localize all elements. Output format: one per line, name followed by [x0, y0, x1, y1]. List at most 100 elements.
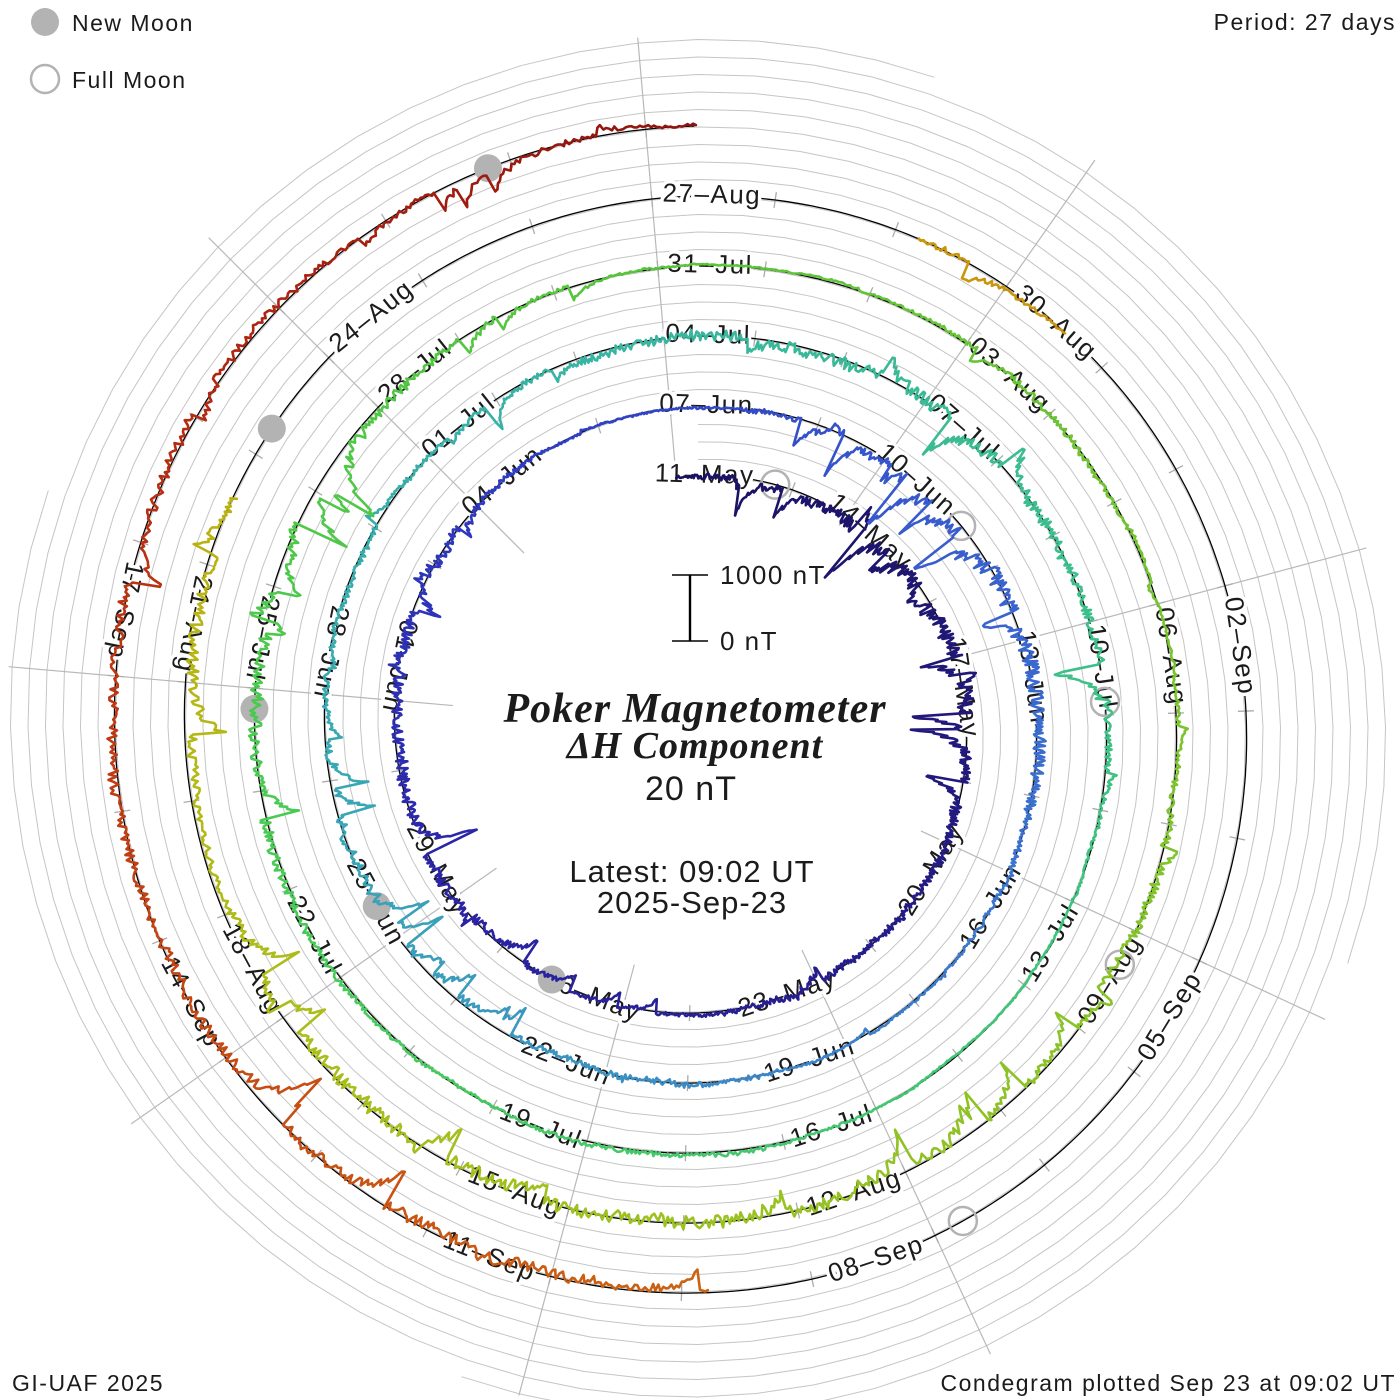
trace-segment — [224, 1052, 260, 1083]
trace-segment — [1030, 751, 1046, 775]
trace-segment — [768, 268, 801, 275]
trace-segment — [201, 560, 217, 596]
trace-segment — [249, 597, 283, 632]
trace-segment — [1004, 624, 1029, 644]
trace-segment — [939, 839, 953, 861]
trace-segment — [928, 856, 946, 876]
trace-segment — [106, 702, 119, 743]
trace-segment — [455, 174, 499, 209]
trace-segment — [356, 868, 374, 892]
trace-segment — [333, 477, 375, 518]
trace-segment — [708, 263, 741, 268]
trace-segment — [331, 608, 344, 634]
trace-segment — [417, 187, 459, 212]
trace-segment — [988, 362, 1017, 384]
trace-segment — [425, 440, 445, 462]
trace-segment — [932, 1126, 961, 1154]
trace-segment — [898, 499, 942, 535]
trace-segment — [173, 413, 208, 446]
trace-segment — [1037, 517, 1059, 544]
trace-segment — [401, 796, 417, 819]
trace-segment — [982, 899, 997, 922]
magnetometer-trace — [106, 122, 1189, 1293]
trace-segment — [833, 508, 851, 528]
spoke-line — [130, 867, 497, 1125]
trace-segment — [843, 505, 873, 533]
trace-segment — [351, 220, 388, 247]
trace-segment — [616, 339, 645, 353]
trace-segment — [187, 623, 201, 661]
trace-segment — [249, 682, 265, 715]
trace-segment — [561, 1270, 600, 1285]
trace-segment — [892, 1084, 919, 1101]
trace-segment — [581, 1062, 607, 1076]
grid-spiral — [62, 73, 1369, 1400]
date-label: 19–Jun — [760, 1030, 859, 1088]
trace-segment — [443, 1076, 470, 1095]
trace-segment — [708, 1150, 739, 1158]
trace-segment — [900, 901, 914, 921]
trace-segment — [288, 521, 348, 549]
trace-segment — [442, 973, 477, 1000]
trace-segment — [943, 955, 960, 978]
full-moon-legend-icon — [29, 63, 61, 95]
trace-segment — [1076, 1002, 1101, 1030]
trace-segment — [799, 428, 826, 440]
trace-segment — [691, 472, 711, 481]
trace-segment — [1096, 798, 1107, 827]
trace-segment — [1046, 924, 1063, 951]
center-title-block: Poker Magnetometer ΔH Component 20 nT La… — [502, 686, 885, 920]
trace-segment — [525, 966, 547, 978]
trace-segment — [324, 752, 350, 777]
trace-segment — [1055, 423, 1080, 450]
trace-segment — [1087, 824, 1101, 852]
trace-segment — [525, 1261, 565, 1281]
trace-segment — [959, 752, 972, 774]
trace-segment — [939, 734, 971, 756]
trace-segment — [470, 1165, 507, 1188]
trace-segment — [755, 1189, 790, 1221]
trace-segment — [816, 1121, 845, 1134]
date-label: 01–Jul — [415, 387, 501, 464]
trace-segment — [674, 474, 694, 480]
amplitude-scale-bar: 1000 nT 0 nT — [672, 560, 824, 656]
trace-segment — [919, 602, 943, 621]
trace-segment — [673, 1079, 699, 1089]
trace-segment — [385, 377, 411, 402]
trace-segment — [1015, 472, 1031, 500]
trace-segment — [151, 924, 174, 962]
trace-segment — [1030, 948, 1050, 973]
trace-segment — [285, 542, 298, 575]
trace-segment — [725, 1005, 747, 1015]
trace-segment — [321, 703, 334, 731]
trace-segment — [394, 757, 409, 781]
spoke-line — [920, 830, 1326, 1020]
trace-segment — [981, 600, 1020, 630]
trace-segment — [564, 974, 580, 996]
trace-segment — [723, 473, 741, 517]
trace-segment — [999, 1061, 1040, 1091]
trace-segment — [925, 974, 947, 992]
trace-segment — [461, 407, 482, 429]
trace-segment — [680, 1151, 711, 1158]
trace-segment — [934, 435, 976, 449]
credit-annotation: GI-UAF 2025 — [12, 1370, 164, 1396]
trace-segment — [849, 1174, 879, 1198]
trace-segment — [626, 1074, 653, 1084]
trace-segment — [560, 283, 593, 302]
trace-segment — [322, 655, 337, 682]
trace-segment — [618, 266, 651, 277]
trace-segment — [964, 341, 991, 366]
trace-segment — [948, 252, 978, 283]
trace-segment — [594, 1209, 631, 1223]
trace-segment — [391, 719, 405, 741]
trace-segment — [190, 756, 201, 792]
trace-segment — [579, 422, 602, 432]
trace-segment — [1036, 400, 1060, 427]
trace-segment — [322, 679, 331, 707]
new-moon-marker — [362, 892, 391, 921]
trace-segment — [893, 369, 919, 397]
trace-segment — [271, 853, 289, 883]
plot-subtitle: 20 nT — [645, 770, 737, 808]
trace-segment — [1110, 497, 1130, 527]
